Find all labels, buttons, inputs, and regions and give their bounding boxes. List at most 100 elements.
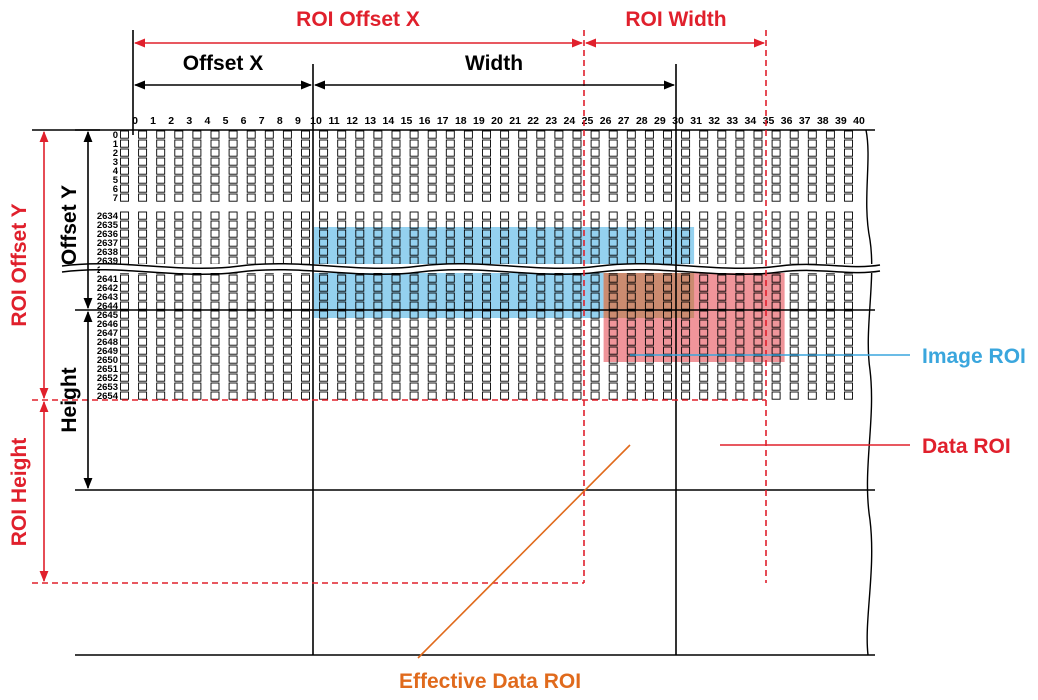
pixel-cell <box>210 157 220 166</box>
pixel-cell <box>482 193 491 202</box>
pixel-cell <box>319 166 329 175</box>
pixel-cell <box>844 211 853 220</box>
pixel-cell <box>319 211 329 220</box>
pixel-cell <box>463 229 473 238</box>
pixel-cell <box>301 292 310 301</box>
pixel-cell <box>482 319 491 328</box>
pixel-cell <box>337 346 347 355</box>
pixel-cell <box>228 355 238 364</box>
pixel-cell <box>717 391 727 400</box>
row-number-label: 2650 <box>97 355 118 366</box>
pixel-cell <box>138 166 148 175</box>
pixel-cell <box>228 301 238 310</box>
pixel-cell <box>463 130 473 139</box>
pixel-cell <box>156 292 166 301</box>
pixel-cell <box>355 166 365 175</box>
pixel-cell <box>844 355 853 364</box>
pixel-cell <box>518 355 528 364</box>
pixel-cell <box>445 391 455 400</box>
column-number-label: 26 <box>600 115 612 127</box>
pixel-cell <box>663 247 672 256</box>
pixel-cell <box>500 184 510 193</box>
pixel-cell <box>174 391 184 400</box>
pixel-cell <box>536 139 546 148</box>
pixel-cell <box>264 184 274 193</box>
pixel-cell <box>210 310 220 319</box>
pixel-cell <box>445 175 455 184</box>
pixel-cell <box>717 292 727 301</box>
pixel-cell <box>789 373 799 382</box>
pixel-cell <box>138 310 148 319</box>
pixel-cell <box>699 175 709 184</box>
pixel-cell <box>174 157 184 166</box>
pixel-cell <box>228 373 238 382</box>
pixel-cell <box>301 211 310 220</box>
pixel-cell <box>518 175 528 184</box>
pixel-cell <box>789 157 799 166</box>
pixel-cell <box>572 391 582 400</box>
pixel-cell <box>644 148 654 157</box>
pixel-cell <box>337 148 347 157</box>
pixel-cell <box>337 139 347 148</box>
pixel-cell <box>174 364 184 373</box>
pixel-cell <box>319 184 329 193</box>
pixel-cell <box>518 310 528 319</box>
pixel-cell <box>590 211 600 220</box>
pixel-cell <box>409 391 419 400</box>
pixel-cell <box>717 130 727 139</box>
pixel-cell <box>554 229 564 238</box>
pixel-cell <box>246 310 256 319</box>
pixel-cell <box>663 283 672 292</box>
pixel-cell <box>825 301 835 310</box>
pixel-cell <box>789 337 799 346</box>
pixel-cell <box>337 157 347 166</box>
pixel-cell <box>844 175 853 184</box>
pixel-cell <box>500 292 510 301</box>
pixel-cell <box>608 157 618 166</box>
column-number-label: 20 <box>491 115 503 127</box>
pixel-cell <box>681 229 691 238</box>
pixel-cell <box>554 292 564 301</box>
height-label: Height <box>58 367 81 432</box>
pixel-cell <box>463 319 473 328</box>
pixel-cell <box>301 301 310 310</box>
pixel-cell <box>192 256 202 265</box>
pixel-cell <box>156 247 166 256</box>
pixel-cell <box>427 157 437 166</box>
pixel-cell <box>355 391 365 400</box>
pixel-cell <box>482 328 491 337</box>
pixel-cell <box>337 274 347 283</box>
pixel-cell <box>500 238 510 247</box>
pixel-cell <box>228 247 238 256</box>
pixel-cell <box>228 319 238 328</box>
column-number-label: 37 <box>799 115 811 127</box>
pixel-cell <box>282 139 292 148</box>
pixel-cell <box>355 130 365 139</box>
offset-y-label: Offset Y <box>58 185 81 265</box>
row-number-label: 2645 <box>97 310 119 321</box>
break-line-lower <box>61 268 881 276</box>
pixel-cell <box>391 157 401 166</box>
column-number-label: 3 <box>186 115 192 127</box>
pixel-cell <box>844 247 853 256</box>
pixel-cell <box>807 247 817 256</box>
pixel-cell <box>427 247 437 256</box>
pixel-cell <box>663 184 672 193</box>
pixel-cell <box>210 175 220 184</box>
pixel-cell <box>120 382 129 391</box>
pixel-cell <box>807 346 817 355</box>
pixel-cell <box>644 130 654 139</box>
pixel-cell <box>771 292 781 301</box>
pixel-cell <box>699 157 709 166</box>
pixel-cell <box>192 382 202 391</box>
pixel-cell <box>445 346 455 355</box>
pixel-cell <box>210 283 220 292</box>
pixel-cell <box>355 184 365 193</box>
pixel-cell <box>717 256 727 265</box>
pixel-cell <box>771 139 781 148</box>
pixel-cell <box>228 229 238 238</box>
pixel-cell <box>663 391 672 400</box>
pixel-cell <box>463 283 473 292</box>
pixel-cell <box>735 193 745 202</box>
